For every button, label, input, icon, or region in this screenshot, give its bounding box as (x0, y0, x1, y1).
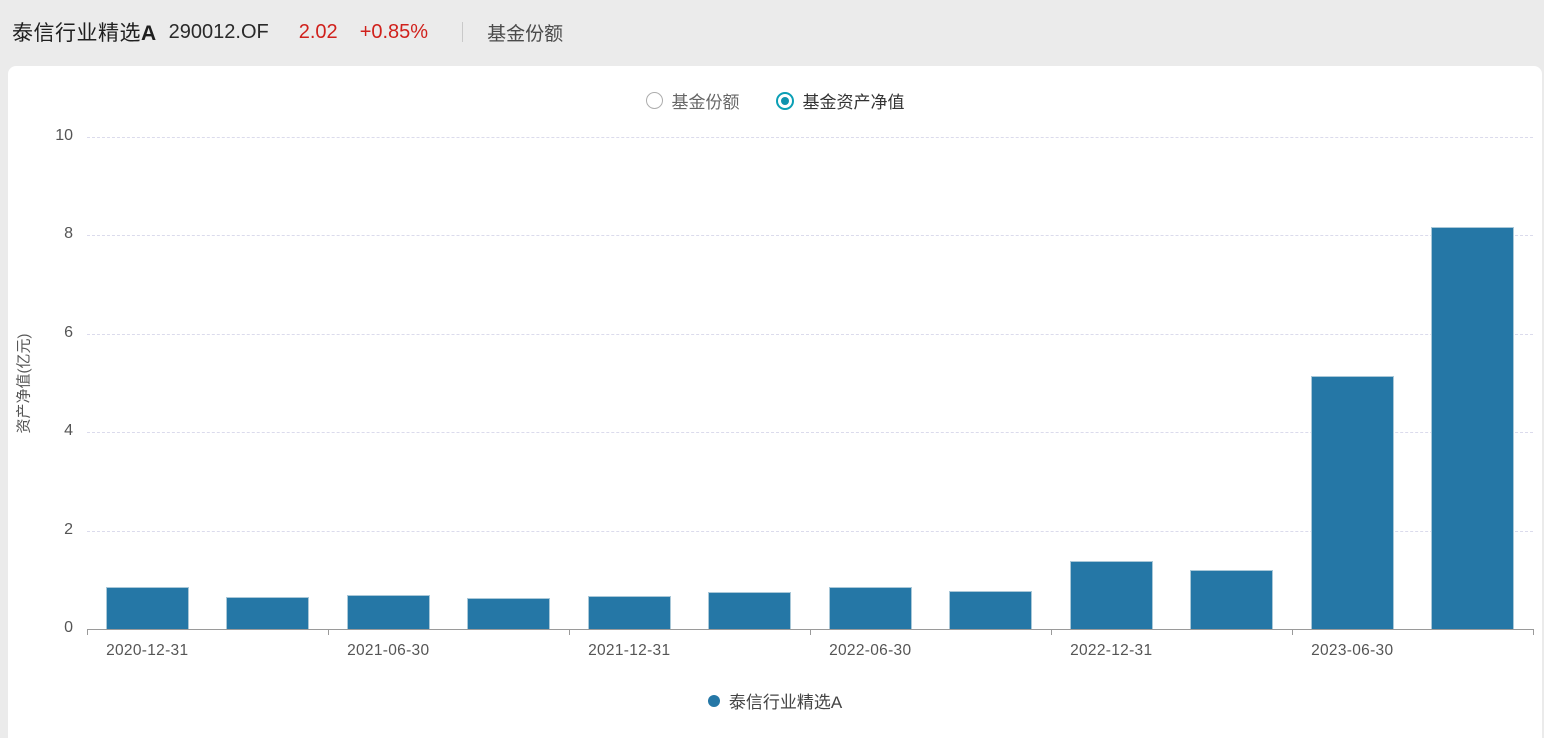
legend-label: 泰信行业精选A (728, 693, 843, 712)
bar[interactable] (587, 595, 671, 629)
bar[interactable] (1190, 569, 1274, 629)
gridline (87, 137, 1533, 138)
series-toggle-group: 基金份额 基金资产净值 (8, 88, 1542, 113)
bar[interactable] (1310, 375, 1394, 629)
fund-code: 290012.OF (168, 20, 269, 43)
y-axis-tick-label: 10 (55, 127, 73, 144)
bar[interactable] (1069, 561, 1153, 629)
gridline (87, 235, 1533, 237)
y-axis-tick-label: 4 (64, 422, 73, 440)
bar[interactable] (467, 598, 551, 629)
bar[interactable] (1431, 226, 1515, 629)
fund-title: 泰信行业精选A (12, 17, 157, 47)
radio-fund-share[interactable]: 基金份额 (645, 88, 740, 113)
x-axis-tick-label: 2021-12-31 (588, 642, 671, 659)
x-axis-tick-label: 2022-12-31 (1070, 642, 1153, 659)
legend-dot-icon (707, 694, 720, 707)
bar[interactable] (708, 591, 792, 629)
legend[interactable]: 泰信行业精选A (8, 688, 1542, 713)
radio-selected-icon (775, 91, 794, 110)
y-axis-tick-label: 2 (64, 520, 73, 538)
plot-area: 资产净值(亿元) 0 2 4 6 8 10 2020-12-31 2021-06-30 2021… (16, 127, 1534, 659)
fund-change-percent: +0.85% (359, 20, 429, 43)
x-axis-tick (328, 629, 329, 635)
gridline (87, 432, 1533, 434)
bar[interactable] (828, 587, 912, 629)
x-axis-tick (810, 629, 811, 635)
fund-nav-value: 2.02 (298, 20, 338, 43)
y-axis-title-wrap: 资产净值(亿元) (13, 137, 33, 629)
fund-name: 泰信行业精选 (12, 22, 141, 45)
tab-fund-share[interactable]: 基金份额 (487, 23, 564, 45)
header-divider (462, 22, 464, 42)
x-axis-tick (1051, 629, 1052, 635)
y-axis-tick-label: 8 (64, 225, 73, 243)
bar[interactable] (949, 590, 1033, 629)
gridline (87, 530, 1533, 532)
page-header: 泰信行业精选A 290012.OF 2.02 +0.85% 基金份额 (0, 0, 1544, 64)
y-axis-tick-label: 0 (64, 619, 73, 636)
x-axis-tick-label: 2023-06-30 (1311, 642, 1394, 659)
radio-label: 基金份额 (671, 93, 740, 112)
bar[interactable] (346, 594, 430, 629)
x-axis-tick-label: 2021-06-30 (347, 642, 430, 659)
x-axis-tick-label: 2022-06-30 (829, 642, 912, 659)
x-axis-tick (569, 629, 570, 635)
y-axis-tick-label: 6 (64, 323, 73, 341)
radio-fund-net-assets[interactable]: 基金资产净值 (775, 88, 905, 113)
y-axis-title: 资产净值(亿元) (15, 333, 33, 433)
x-axis-tick-label: 2020-12-31 (106, 642, 189, 659)
fund-share-class: A (141, 22, 157, 45)
gridline (87, 333, 1533, 335)
bar[interactable] (105, 587, 189, 629)
radio-unselected-icon (645, 92, 663, 109)
bar[interactable] (226, 597, 310, 629)
x-axis-tick (1533, 629, 1534, 635)
x-axis-tick (1292, 629, 1293, 635)
chart-card: 基金份额 基金资产净值 资产净值(亿元) 0 2 4 6 8 10 2020-12-31 20… (8, 66, 1542, 738)
x-axis-tick (87, 629, 88, 635)
radio-label: 基金资产净值 (802, 93, 905, 112)
